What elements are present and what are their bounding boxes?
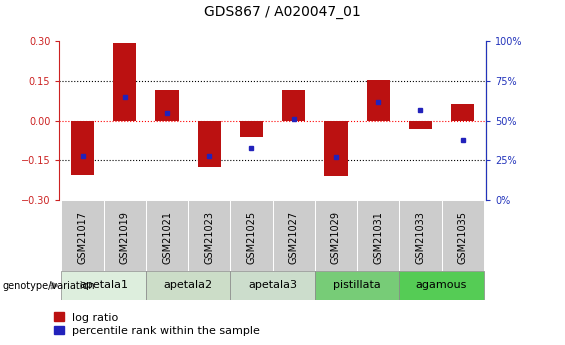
FancyBboxPatch shape [62, 200, 103, 271]
Text: GDS867 / A020047_01: GDS867 / A020047_01 [204, 5, 361, 19]
Bar [324, 121, 347, 176]
Bar [198, 121, 221, 167]
Bar [409, 121, 432, 129]
Text: GSM21035: GSM21035 [458, 211, 468, 264]
FancyBboxPatch shape [62, 271, 146, 300]
Text: GSM21017: GSM21017 [77, 211, 88, 264]
Text: genotype/variation: genotype/variation [3, 281, 95, 290]
Text: GSM21021: GSM21021 [162, 211, 172, 264]
FancyBboxPatch shape [188, 200, 231, 271]
Text: agamous: agamous [416, 280, 467, 290]
Text: GSM21031: GSM21031 [373, 211, 383, 264]
FancyBboxPatch shape [231, 200, 272, 271]
FancyBboxPatch shape [315, 271, 399, 300]
Legend: log ratio, percentile rank within the sample: log ratio, percentile rank within the sa… [54, 313, 260, 336]
FancyBboxPatch shape [231, 271, 315, 300]
Text: GSM21025: GSM21025 [246, 211, 257, 264]
Text: GSM21027: GSM21027 [289, 211, 299, 264]
FancyBboxPatch shape [399, 200, 442, 271]
Text: apetala2: apetala2 [164, 280, 212, 290]
Text: pistillata: pistillata [333, 280, 381, 290]
FancyBboxPatch shape [315, 200, 357, 271]
Text: apetala3: apetala3 [248, 280, 297, 290]
FancyBboxPatch shape [103, 200, 146, 271]
FancyBboxPatch shape [442, 200, 484, 271]
FancyBboxPatch shape [399, 271, 484, 300]
FancyBboxPatch shape [272, 200, 315, 271]
Text: apetala1: apetala1 [79, 280, 128, 290]
Bar [367, 80, 390, 121]
FancyBboxPatch shape [357, 200, 399, 271]
FancyBboxPatch shape [146, 271, 231, 300]
Bar [155, 90, 179, 121]
FancyBboxPatch shape [146, 200, 188, 271]
Text: GSM21029: GSM21029 [331, 211, 341, 264]
Text: GSM21033: GSM21033 [415, 211, 425, 264]
Bar [71, 121, 94, 175]
Bar [240, 121, 263, 137]
Text: GSM21019: GSM21019 [120, 211, 130, 264]
Bar [113, 43, 136, 121]
Bar [451, 104, 474, 121]
Bar [282, 90, 305, 121]
Text: GSM21023: GSM21023 [205, 211, 214, 264]
